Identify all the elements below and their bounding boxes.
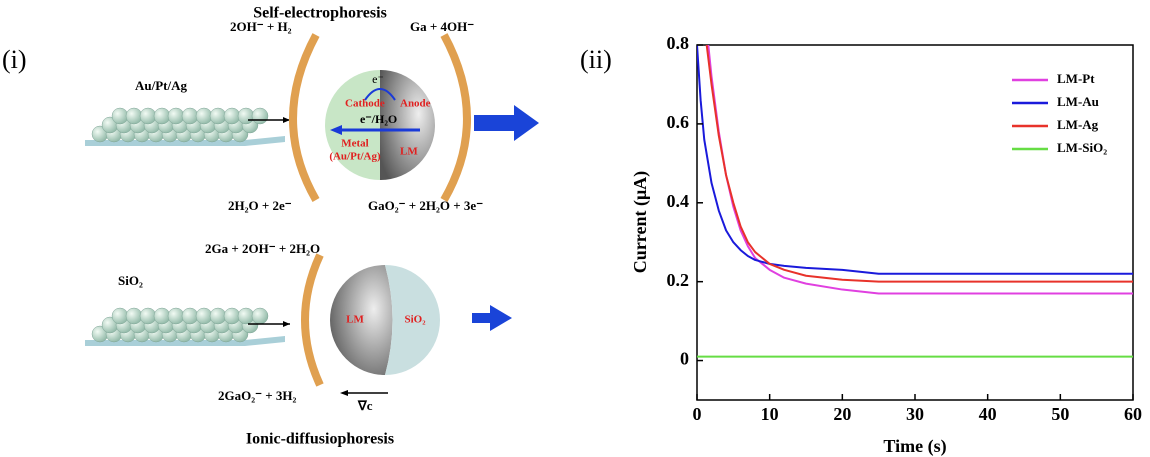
plot-lines [697, 0, 1133, 357]
bead [252, 308, 268, 324]
x-axis-label: Time (s) [883, 436, 946, 457]
x-tick-label: 30 [906, 404, 924, 424]
y-axis-label: Current (μA) [630, 171, 651, 273]
y-tick-label: 0.8 [667, 33, 690, 53]
bead [210, 108, 226, 124]
y-tick-label: 0 [680, 349, 689, 369]
x-tick-label: 50 [1051, 404, 1069, 424]
reaction-arrow [444, 35, 467, 200]
motion-arrow [474, 105, 539, 141]
legend-label: LM-Ag [1057, 117, 1099, 132]
label: (Au/Pt/Ag) [329, 151, 381, 163]
bead [252, 108, 268, 124]
figure: (i) Self-electrophoresis Ionic-diffusiop… [0, 0, 1150, 457]
arrow-head [340, 390, 348, 396]
bead [112, 108, 128, 124]
bead [238, 108, 254, 124]
bead [182, 308, 198, 324]
arrow-head [283, 321, 290, 327]
panel-label: (i) [2, 45, 27, 74]
substrate-beads [85, 108, 285, 346]
x-tick-label: 10 [761, 404, 779, 424]
label: Au/Pt/Ag [135, 78, 188, 93]
bead [126, 108, 142, 124]
bead [140, 308, 156, 324]
label: e⁻ [372, 72, 384, 86]
bead [182, 108, 198, 124]
label: ∇c [357, 398, 373, 413]
bead [112, 308, 128, 324]
reaction: 2GaO₂⁻ + 3H₂ [218, 388, 297, 403]
label: LM [400, 146, 418, 158]
label: e⁻/H₂O [360, 112, 397, 126]
label: Metal [341, 138, 368, 150]
reaction: 2Ga + 2OH⁻ + 2H₂O [205, 241, 320, 256]
bead [168, 308, 184, 324]
reaction: Ga + 4OH⁻ [410, 19, 474, 34]
bead [210, 308, 226, 324]
y-tick-label: 0.6 [667, 112, 690, 132]
legend-label: LM-Au [1057, 94, 1099, 109]
x-tick-label: 0 [693, 404, 702, 424]
bead [196, 108, 212, 124]
label: Cathode [345, 98, 385, 110]
motion-arrow [472, 305, 512, 331]
legend-label: LM-Pt [1057, 71, 1095, 86]
reaction-arrow [305, 255, 320, 385]
bead [224, 108, 240, 124]
reaction: 2OH⁻ + H₂ [230, 19, 292, 34]
y-tick-label: 0.4 [667, 191, 690, 211]
title: Ionic-diffusiophoresis [246, 431, 394, 448]
arrow-head [283, 117, 290, 123]
bead [224, 308, 240, 324]
bead [154, 308, 170, 324]
legend-label: LM-SiO₂ [1057, 140, 1107, 155]
bead [140, 108, 156, 124]
bead [168, 108, 184, 124]
panel-label: (ii) [580, 45, 612, 74]
bead [126, 308, 142, 324]
y-tick-label: 0.2 [667, 270, 690, 290]
reaction: GaO₂⁻ + 2H₂O + 3e⁻ [368, 198, 483, 213]
bead [154, 108, 170, 124]
label: SiO₂ [404, 314, 426, 326]
bead [196, 308, 212, 324]
label: LM [346, 314, 364, 326]
x-tick-label: 20 [833, 404, 851, 424]
reaction: 2H₂O + 2e⁻ [228, 198, 292, 213]
reaction-arrow [293, 35, 316, 200]
label: SiO₂ [118, 273, 143, 288]
label: Anode [400, 98, 431, 110]
x-tick-label: 40 [979, 404, 997, 424]
bead [238, 308, 254, 324]
x-tick-label: 60 [1124, 404, 1142, 424]
page: (i) Self-electrophoresis Ionic-diffusiop… [0, 0, 1150, 457]
